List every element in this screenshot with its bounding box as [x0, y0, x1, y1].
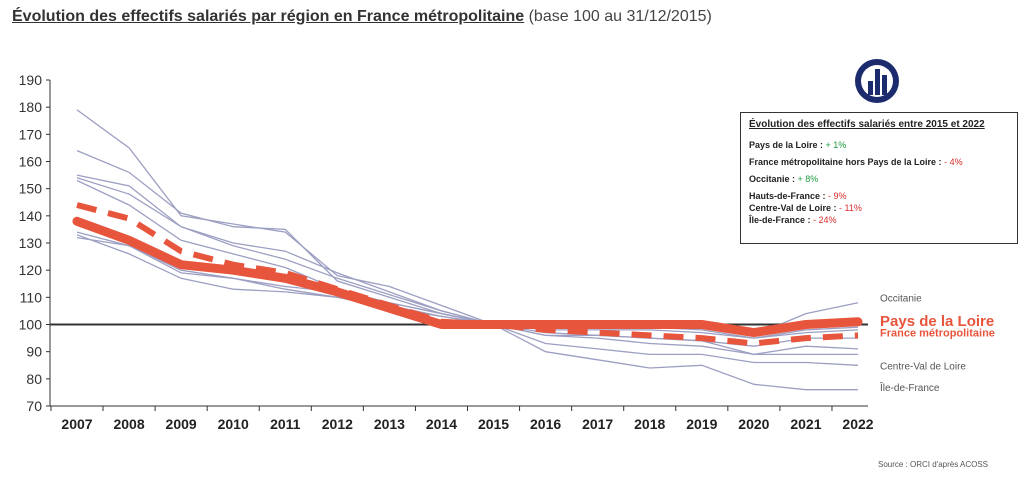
y-tick-label: 140	[19, 208, 43, 224]
info-box: Évolution des effectifs salariés entre 2…	[740, 112, 1018, 244]
series-end-label: Occitanie	[880, 293, 922, 304]
pays-de-la-loire-series-line	[72, 216, 863, 338]
y-tick-label: 170	[19, 126, 43, 142]
x-tick-label: 2013	[374, 416, 405, 432]
x-tick-label: 2011	[270, 416, 301, 432]
x-tick-label: 2021	[790, 416, 821, 432]
chart-title: Évolution des effectifs salariés par rég…	[12, 8, 712, 26]
x-tick-label: 2010	[218, 416, 249, 432]
x-tick-label: 2017	[582, 416, 613, 432]
info-value: + 8%	[797, 174, 819, 184]
y-tick-label: 70	[26, 398, 42, 414]
info-row-ile-de-france: Île-de-France : - 24%	[749, 214, 1009, 226]
series-end-label: France métropolitaine	[880, 328, 995, 340]
x-tick-label: 2022	[842, 416, 873, 432]
series-end-label: Pays de la Loire	[880, 313, 994, 330]
info-value: - 11%	[839, 203, 862, 213]
x-tick-label: 2019	[686, 416, 717, 432]
x-tick-label: 2020	[738, 416, 769, 432]
info-label: Île-de-France :	[749, 215, 811, 225]
y-tick-label: 130	[19, 235, 43, 251]
info-label: Pays de la Loire :	[749, 140, 824, 150]
info-label: France métropolitaine hors Pays de la Lo…	[749, 157, 942, 167]
info-value: - 4%	[944, 157, 963, 167]
source-note: Source : ORCI d'après ACOSS	[877, 460, 988, 469]
y-tick-label: 110	[20, 289, 43, 305]
x-tick-label: 2008	[113, 416, 144, 432]
series-end-label: Île-de-France	[879, 381, 940, 394]
region-series-line	[76, 231, 859, 339]
info-value: - 24%	[813, 215, 837, 225]
y-tick-label: 160	[19, 154, 43, 170]
series-end-label: Centre-Val de Loire	[880, 361, 966, 372]
x-tick-label: 2012	[322, 416, 353, 432]
bar-chart-logo-icon	[855, 59, 899, 103]
info-value: - 9%	[828, 191, 847, 201]
info-row-hauts-de-france: Hauts-de-France : - 9%	[749, 190, 1009, 202]
france-metropolitaine-series-line	[76, 202, 859, 347]
y-tick-label: 150	[19, 181, 43, 197]
chart-title-main: Évolution des effectifs salariés par rég…	[12, 8, 525, 25]
y-tick-label: 100	[19, 317, 43, 333]
x-tick-label: 2009	[166, 416, 197, 432]
x-tick-label: 2018	[634, 416, 665, 432]
x-tick-label: 2007	[61, 416, 92, 432]
info-label: Centre-Val de Loire :	[749, 203, 837, 213]
info-row-pays-de-la-loire: Pays de la Loire : + 1%	[749, 139, 1009, 151]
info-row-occitanie: Occitanie : + 8%	[749, 173, 1009, 185]
y-tick-label: 80	[26, 371, 42, 387]
chart-title-subtitle: (base 100 au 31/12/2015)	[528, 8, 712, 25]
info-box-title: Évolution des effectifs salariés entre 2…	[749, 119, 985, 130]
y-tick-label: 90	[26, 344, 42, 360]
y-tick-label: 120	[19, 262, 43, 278]
info-label: Hauts-de-France :	[749, 191, 826, 201]
y-tick-label: 180	[19, 99, 43, 115]
x-tick-label: 2014	[426, 416, 457, 432]
y-tick-label: 190	[19, 72, 43, 88]
info-value: + 1%	[825, 140, 847, 150]
info-row-france-hors-pdl: France métropolitaine hors Pays de la Lo…	[749, 156, 1009, 168]
info-label: Occitanie :	[749, 174, 796, 184]
x-tick-label: 2016	[530, 416, 561, 432]
x-tick-label: 2015	[478, 416, 509, 432]
info-row-centre-val-de-loire: Centre-Val de Loire : - 11%	[749, 202, 1009, 214]
